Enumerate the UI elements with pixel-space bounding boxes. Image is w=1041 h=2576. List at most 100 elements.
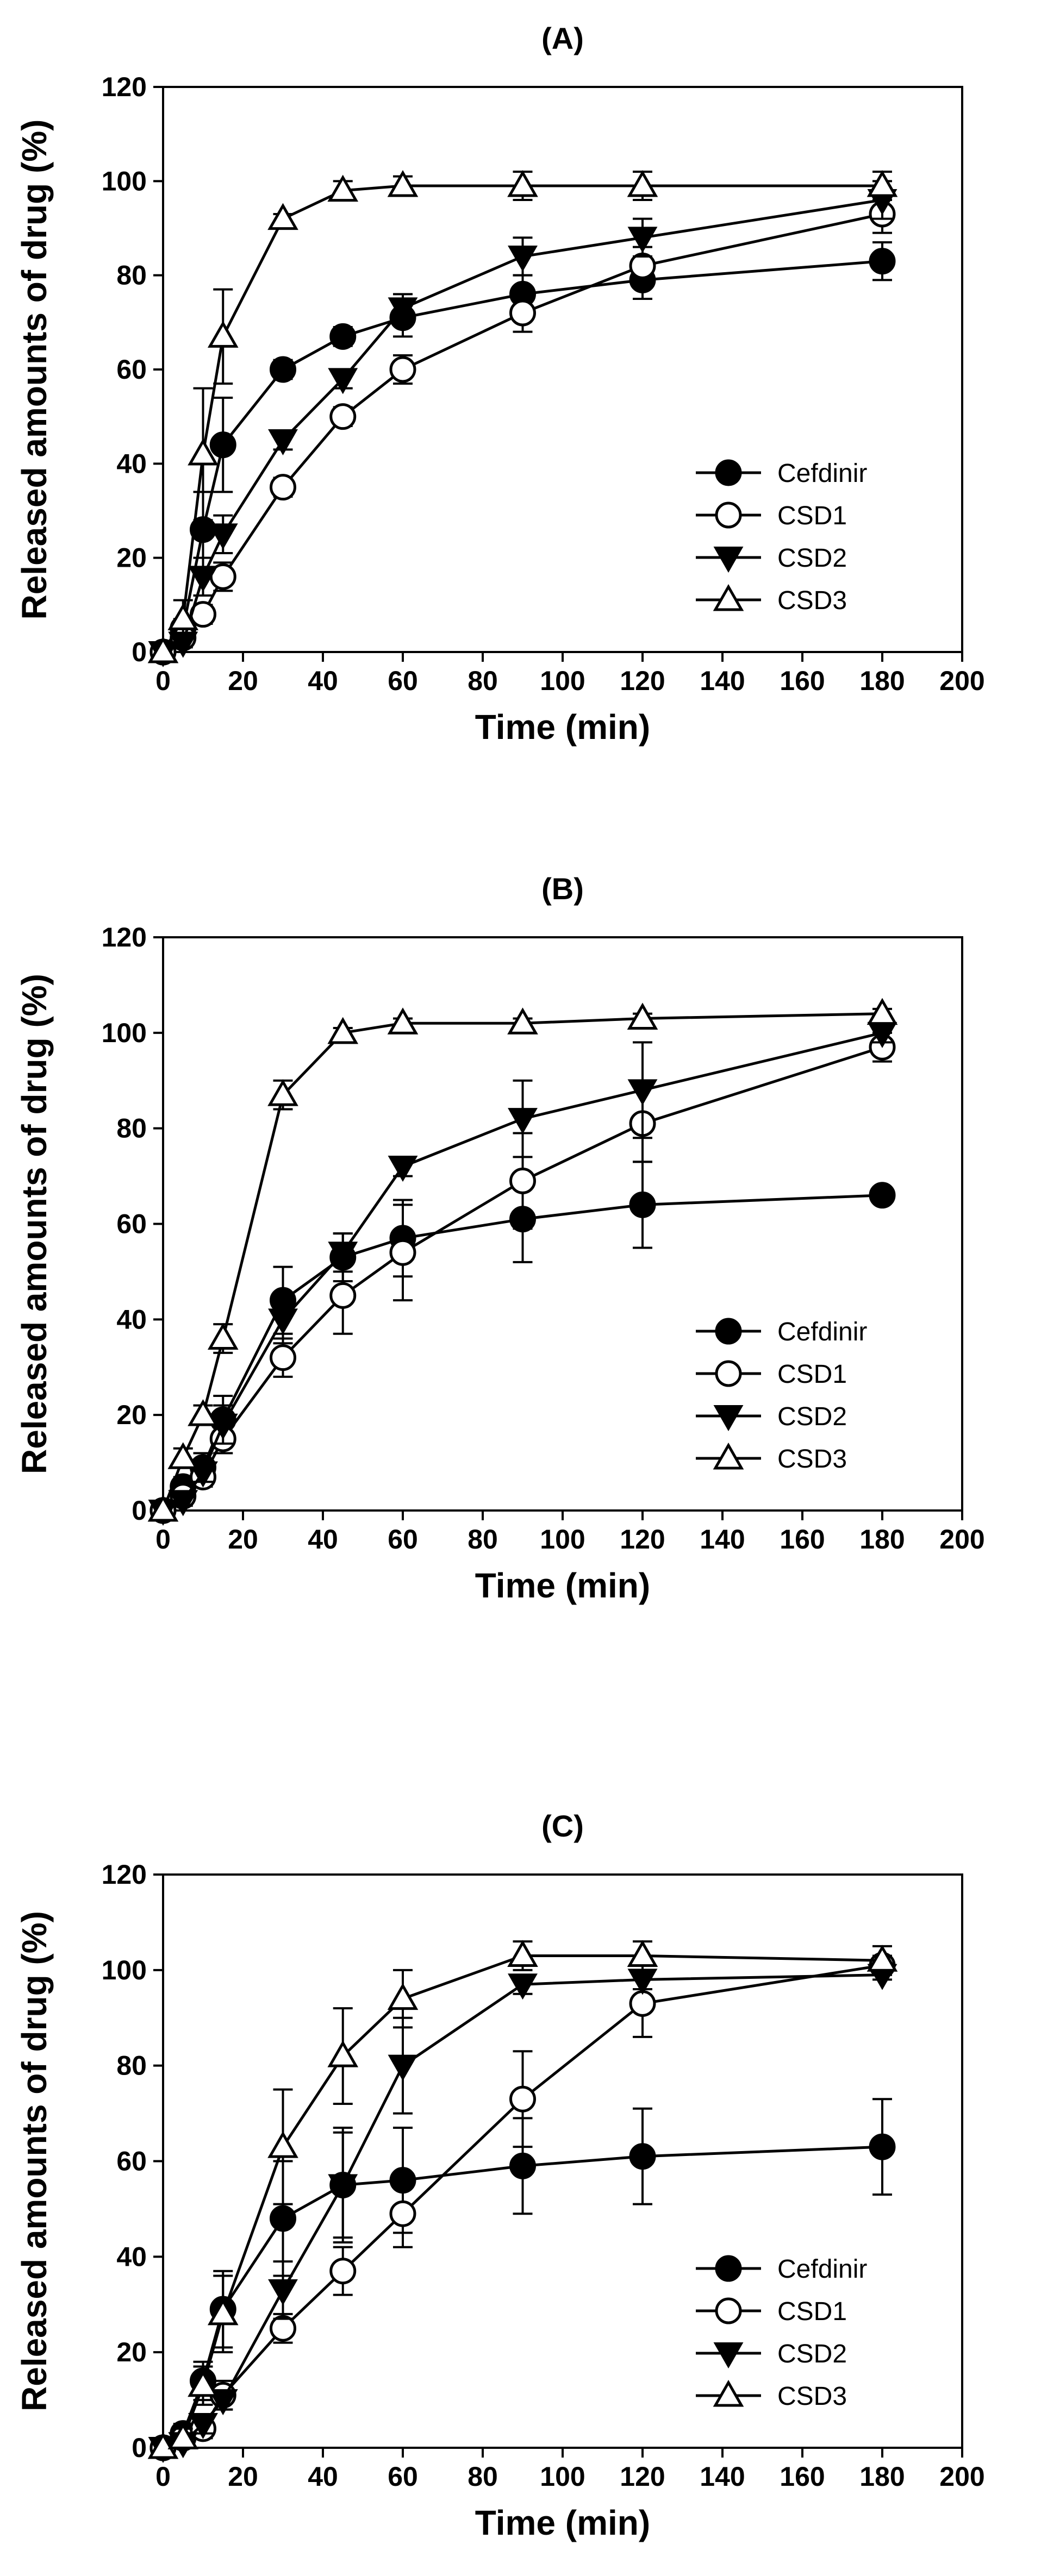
legend-marker (713, 2342, 744, 2369)
series-line (161, 1012, 883, 1511)
legend-marker (713, 1405, 744, 1432)
data-point (328, 1242, 358, 1268)
x-tick-label: 120 (620, 1524, 665, 1555)
legend-item-csd1: CSD1 (696, 502, 847, 530)
x-tick-label: 180 (859, 1524, 905, 1555)
chart-title: (A) (541, 21, 584, 55)
y-tick-label: 40 (116, 2241, 147, 2272)
x-tick-label: 100 (540, 2461, 585, 2492)
data-point (389, 2200, 416, 2227)
legend-item-csd2: CSD2 (696, 544, 847, 573)
x-tick-label: 180 (859, 2461, 905, 2492)
data-point (270, 2205, 296, 2232)
data-point (627, 1940, 658, 1967)
x-tick-label: 60 (388, 1524, 418, 1555)
legend-label: CSD1 (777, 2297, 847, 2326)
data-point (188, 438, 219, 466)
data-point (267, 2131, 298, 2158)
legend-marker (713, 2379, 744, 2407)
x-tick-label: 120 (620, 2461, 665, 2492)
data-point (387, 1983, 419, 2010)
data-point (188, 2413, 218, 2440)
data-point (507, 1007, 538, 1035)
legend-label: Cefdinir (777, 459, 867, 488)
y-axis-label: Released amounts of drug (%) (15, 974, 54, 1474)
legend-label: Cefdinir (777, 1318, 867, 1346)
data-point (207, 321, 239, 348)
x-tick-label: 140 (700, 666, 745, 696)
series-line (161, 184, 882, 653)
x-tick-label: 20 (228, 2461, 258, 2492)
data-point (867, 170, 898, 197)
data-point (168, 1490, 198, 1516)
data-point (629, 1191, 656, 1218)
legend-item-cefdinir: Cefdinir (696, 459, 867, 488)
x-tick-label: 0 (155, 666, 171, 696)
y-tick-label: 20 (116, 2337, 147, 2367)
x-tick-label: 120 (620, 666, 665, 696)
data-point (147, 1494, 179, 1522)
data-point (389, 356, 416, 383)
data-point (327, 2040, 359, 2067)
data-point (509, 1167, 536, 1194)
legend-item-cefdinir: Cefdinir (696, 1318, 867, 1346)
data-point (867, 998, 898, 1025)
legend-item-csd2: CSD2 (696, 1402, 847, 1432)
legend-item-csd3: CSD3 (696, 2379, 847, 2411)
legend-marker (713, 584, 744, 611)
y-tick-label: 40 (116, 448, 147, 479)
legend-marker (713, 1442, 744, 1470)
chart-title: (B) (541, 872, 584, 906)
data-point (629, 2143, 656, 2170)
series-line (162, 260, 883, 653)
data-point (328, 368, 358, 394)
panel-c: (C) 0 20 40 60 80 100 120 140 160 180 200 0 20 40 60 80 1… (15, 1809, 985, 2542)
x-tick-label: 20 (228, 666, 258, 696)
y-tick-label: 60 (116, 1209, 147, 1239)
y-tick-label: 120 (102, 1859, 147, 1890)
data-point (270, 356, 296, 383)
legend-item-csd1: CSD1 (696, 2297, 847, 2326)
data-point (507, 170, 538, 197)
y-tick-label: 40 (116, 1304, 147, 1334)
x-tick-label: 200 (939, 666, 984, 696)
data-point (627, 1002, 658, 1030)
legend-marker (715, 2255, 742, 2282)
panel-a: (A) 0 20 40 60 80 100 120 140 160 180 200 0 20 40 60 80 1… (15, 21, 985, 747)
x-tick-label: 160 (780, 666, 825, 696)
y-tick-label: 0 (132, 2433, 147, 2463)
series-csd2 (148, 1964, 897, 2464)
series-line (162, 198, 883, 654)
legend-label: CSD3 (777, 1445, 847, 1474)
x-tick-label: 80 (467, 2461, 498, 2492)
y-tick-label: 0 (132, 1495, 147, 1526)
x-tick-label: 100 (540, 1524, 585, 1555)
legend-item-csd3: CSD3 (696, 1442, 847, 1474)
x-tick-label: 40 (308, 2461, 338, 2492)
y-tick-label: 120 (102, 72, 147, 102)
legend-label: CSD2 (777, 2340, 847, 2368)
y-tick-label: 60 (116, 354, 147, 385)
x-tick-label: 160 (780, 1524, 825, 1555)
legend-item-csd2: CSD2 (696, 2340, 847, 2369)
legend-marker (715, 502, 742, 529)
x-tick-label: 100 (540, 666, 585, 696)
x-tick-label: 60 (388, 2461, 418, 2492)
data-point (270, 2315, 296, 2342)
data-point (327, 174, 359, 202)
x-tick-label: 20 (228, 1524, 258, 1555)
panel-b: (B) 0 20 40 60 80 100 120 140 160 180 200 0 20 40 60 80 1… (15, 872, 985, 1605)
data-point (509, 2085, 536, 2113)
data-point (627, 1079, 658, 1106)
data-point (509, 299, 536, 327)
data-point (388, 297, 418, 324)
y-tick-label: 80 (116, 1113, 147, 1144)
data-point (329, 2258, 357, 2285)
data-point (268, 429, 298, 456)
chart-title: (C) (541, 1809, 584, 1843)
data-point (167, 603, 199, 630)
data-point (188, 566, 218, 592)
data-point (267, 1079, 298, 1106)
x-tick-label: 80 (467, 1524, 498, 1555)
data-point (208, 1413, 238, 1440)
